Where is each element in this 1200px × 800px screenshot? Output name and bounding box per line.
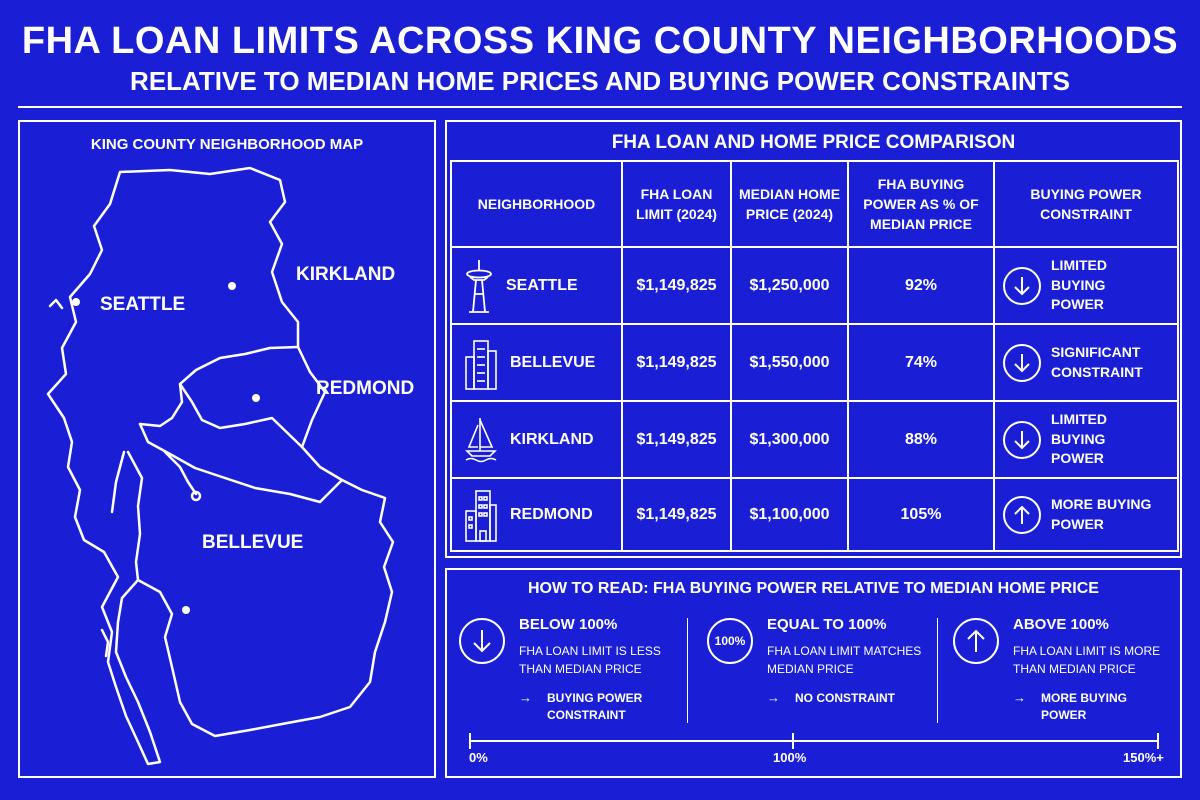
table-row-neighborhood: SEATTLE — [452, 248, 623, 325]
scale-label-mid: 100% — [773, 750, 807, 765]
map-label-redmond: REDMOND — [316, 378, 415, 399]
neighborhood-name: REDMOND — [510, 505, 593, 523]
constraint-label: LIMITED BUYING POWER — [1051, 411, 1107, 467]
buying-power-cell: 74% — [849, 325, 995, 402]
legend-heading: ABOVE 100% — [1013, 616, 1109, 633]
sailboat-icon — [465, 417, 497, 462]
scale-label-min: 0% — [469, 750, 488, 765]
legend-result: NO CONSTRAINT — [795, 691, 895, 705]
legend-divider — [937, 618, 938, 723]
comparison-table: NEIGHBORHOOD FHA LOAN LIMIT (2024) MEDIA… — [450, 160, 1179, 552]
scale-tick — [469, 733, 471, 749]
scale-tick — [792, 733, 794, 749]
legend-description: FHA LOAN LIMIT IS LESS THAN MEDIAN PRICE — [519, 644, 661, 676]
arrow-down-icon — [459, 618, 505, 664]
constraint-cell: SIGNIFICANT CONSTRAINT — [995, 325, 1177, 402]
median-price-cell: $1,300,000 — [732, 402, 849, 479]
space-needle-icon — [466, 259, 492, 313]
arrow-right-icon: → — [519, 690, 532, 705]
header-median-price: MEDIAN HOME PRICE (2024) — [732, 162, 849, 248]
buying-power-cell: 88% — [849, 402, 995, 479]
map-panel: KING COUNTY NEIGHBORHOOD MAP SEATTLE KIR… — [18, 120, 436, 778]
legend-item-below: BELOW 100% FHA LOAN LIMIT IS LESS THAN M… — [451, 610, 683, 728]
fha-limit-cell: $1,149,825 — [623, 248, 732, 325]
median-price-cell: $1,550,000 — [732, 325, 849, 402]
neighborhood-name: KIRKLAND — [510, 430, 594, 448]
legend-title: HOW TO READ: FHA BUYING POWER RELATIVE T… — [528, 580, 1099, 597]
table-title: FHA LOAN AND HOME PRICE COMPARISON — [611, 132, 1016, 153]
constraint-label: SIGNIFICANT CONSTRAINT — [1051, 343, 1143, 380]
median-price-cell: $1,250,000 — [732, 248, 849, 325]
map-label-seattle: SEATTLE — [100, 294, 186, 315]
buying-power-cell: 92% — [849, 248, 995, 325]
constraint-cell: LIMITED BUYING POWER — [995, 402, 1177, 479]
fha-limit-cell: $1,149,825 — [623, 402, 732, 479]
arrow-right-icon: → — [1013, 690, 1026, 705]
arrow-right-icon: → — [767, 690, 780, 705]
arrow-up-icon — [953, 618, 999, 664]
header-neighborhood: NEIGHBORHOOD — [452, 162, 623, 248]
legend-heading: EQUAL TO 100% — [767, 616, 887, 633]
scale-tick — [1157, 733, 1159, 749]
king-county-map — [46, 166, 395, 766]
100-percent-badge: 100% — [707, 618, 753, 664]
table-row-neighborhood: BELLEVUE — [452, 325, 623, 402]
percentage-scale-line — [469, 740, 1159, 742]
legend-result: MORE BUYING POWER — [1041, 691, 1128, 723]
legend-description: FHA LOAN LIMIT IS MORE THAN MEDIAN PRICE — [1013, 644, 1161, 676]
arrow-down-icon — [1003, 266, 1041, 305]
scale-label-max: 150%+ — [1123, 750, 1164, 765]
header-buying-power: FHA BUYING POWER AS % OF MEDIAN PRICE — [849, 162, 995, 248]
constraint-cell: MORE BUYING POWER — [995, 479, 1177, 550]
neighborhood-name: SEATTLE — [506, 276, 578, 294]
table-row-neighborhood: REDMOND — [452, 479, 623, 550]
comparison-table-panel: FHA LOAN AND HOME PRICE COMPARISON NEIGH… — [445, 120, 1182, 558]
median-price-cell: $1,100,000 — [732, 479, 849, 550]
page-subtitle: RELATIVE TO MEDIAN HOME PRICES AND BUYIN… — [130, 66, 1070, 96]
fha-limit-cell: $1,149,825 — [623, 479, 732, 550]
table-row-neighborhood: KIRKLAND — [452, 402, 623, 479]
header-divider — [18, 106, 1182, 108]
skyscraper-icon — [465, 339, 497, 390]
legend-divider — [687, 618, 688, 723]
constraint-cell: LIMITED BUYING POWER — [995, 248, 1177, 325]
fha-limit-cell: $1,149,825 — [623, 325, 732, 402]
header-constraint: BUYING POWER CONSTRAINT — [995, 162, 1177, 248]
legend-description: FHA LOAN LIMIT MATCHES MEDIAN PRICE — [767, 644, 922, 676]
map-label-bellevue: BELLEVUE — [202, 532, 304, 553]
legend-heading: BELOW 100% — [519, 616, 618, 633]
arrow-up-icon — [1003, 495, 1041, 534]
legend-panel: HOW TO READ: FHA BUYING POWER RELATIVE T… — [445, 568, 1182, 778]
map-label-kirkland: KIRKLAND — [296, 264, 396, 285]
header-fha-limit: FHA LOAN LIMIT (2024) — [623, 162, 732, 248]
constraint-label: LIMITED BUYING POWER — [1051, 257, 1107, 313]
legend-item-equal: 100% EQUAL TO 100% FHA LOAN LIMIT MATCHE… — [699, 610, 931, 728]
arrow-down-icon — [1003, 343, 1041, 382]
page-title: FHA LOAN LIMITS ACROSS KING COUNTY NEIGH… — [21, 20, 1179, 62]
badge-text: 100% — [714, 634, 746, 648]
constraint-label: MORE BUYING POWER — [1051, 495, 1152, 532]
legend-item-above: ABOVE 100% FHA LOAN LIMIT IS MORE THAN M… — [945, 610, 1177, 728]
neighborhood-name: BELLEVUE — [510, 353, 596, 371]
office-buildings-icon — [465, 489, 497, 542]
legend-result: BUYING POWER CONSTRAINT — [547, 691, 643, 723]
map-title: KING COUNTY NEIGHBORHOOD MAP — [90, 136, 364, 153]
arrow-down-icon — [1003, 420, 1041, 459]
buying-power-cell: 105% — [849, 479, 995, 550]
